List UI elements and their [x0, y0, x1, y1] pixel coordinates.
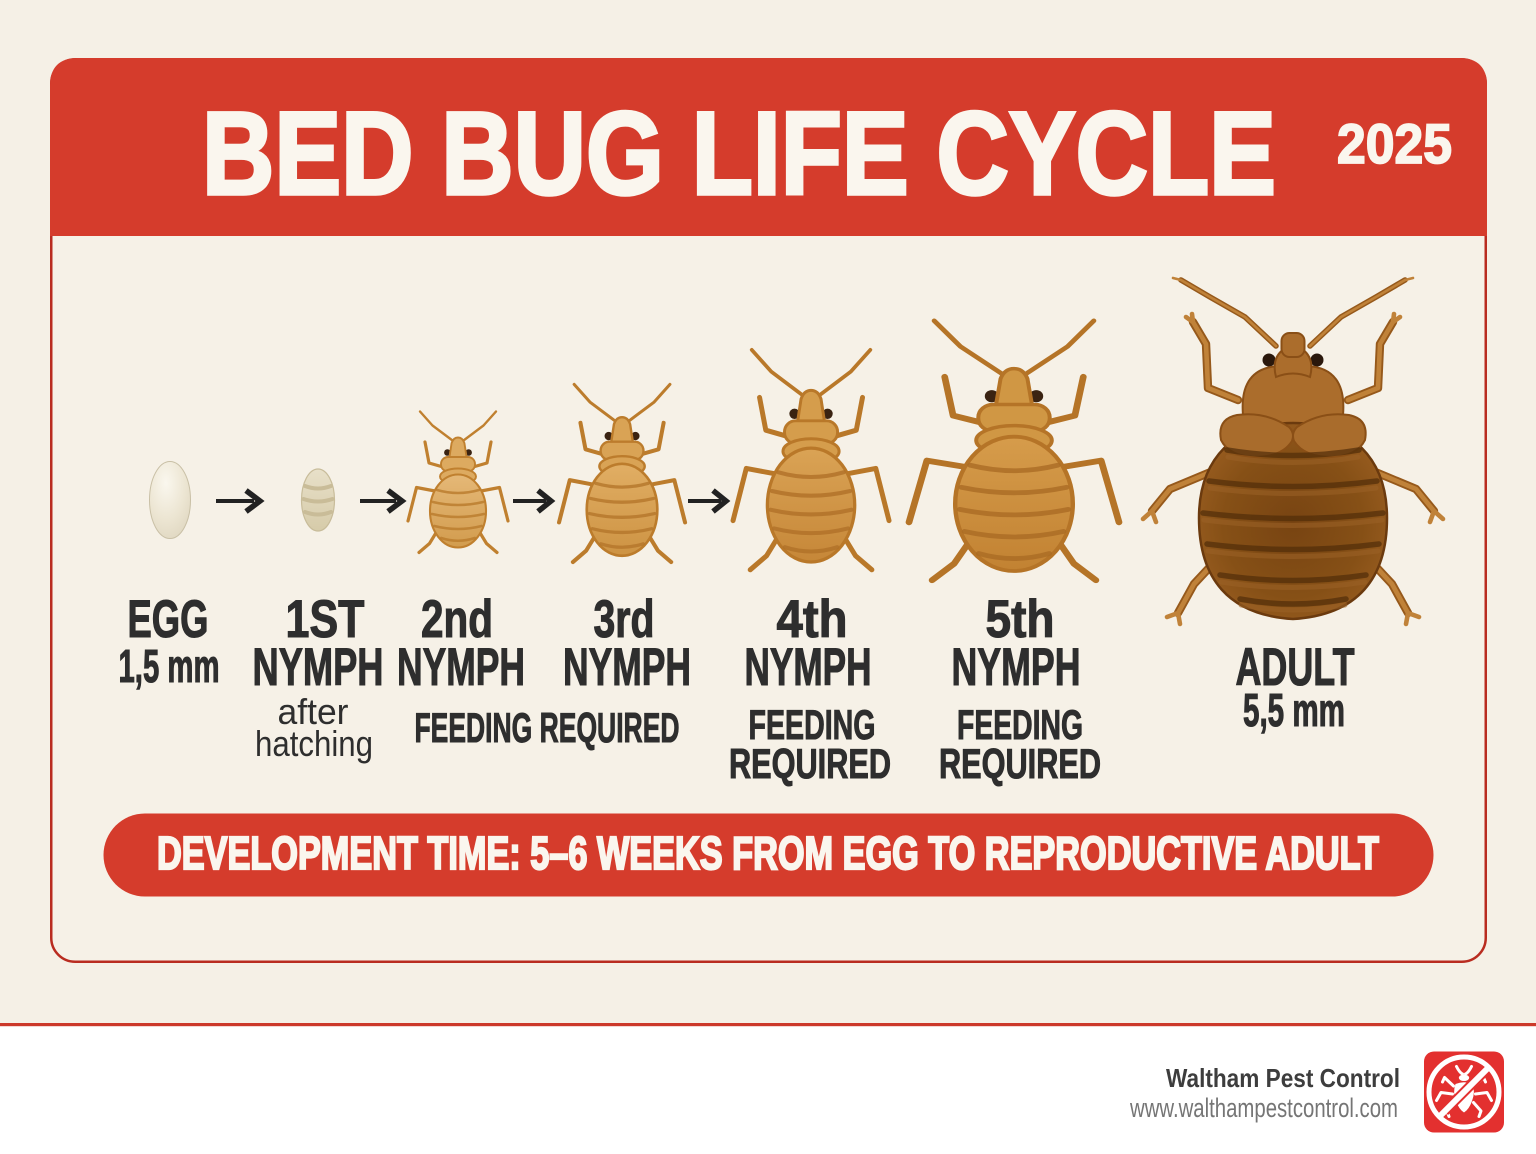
svg-text:NYMPH: NYMPH	[952, 638, 1081, 697]
svg-text:5th: 5th	[986, 590, 1055, 649]
svg-text:EGG: EGG	[128, 590, 209, 649]
svg-text:5,5 mm: 5,5 mm	[1243, 684, 1345, 736]
svg-text:NYMPH: NYMPH	[563, 638, 691, 697]
svg-text:2025: 2025	[1337, 112, 1452, 175]
svg-text:3rd: 3rd	[594, 590, 655, 649]
svg-text:FEEDING REQUIRED: FEEDING REQUIRED	[415, 704, 680, 751]
svg-text:www.walthampestcontrol.com: www.walthampestcontrol.com	[1129, 1093, 1398, 1123]
svg-text:ADULT: ADULT	[1236, 638, 1355, 697]
svg-text:NYMPH: NYMPH	[397, 638, 525, 697]
svg-text:REQUIRED: REQUIRED	[729, 740, 891, 787]
svg-text:4th: 4th	[777, 590, 848, 649]
svg-text:2nd: 2nd	[421, 590, 493, 649]
svg-text:FEEDING: FEEDING	[957, 701, 1083, 748]
svg-text:1ST: 1ST	[286, 590, 365, 649]
svg-text:NYMPH: NYMPH	[253, 638, 384, 697]
svg-text:hatching: hatching	[255, 723, 373, 764]
svg-text:Waltham Pest Control: Waltham Pest Control	[1166, 1063, 1400, 1093]
svg-text:DEVELOPMENT TIME: 5–6 WEEKS FR: DEVELOPMENT TIME: 5–6 WEEKS FROM EGG TO …	[157, 827, 1379, 879]
svg-text:1,5 mm: 1,5 mm	[119, 640, 220, 692]
svg-text:REQUIRED: REQUIRED	[939, 740, 1101, 787]
svg-text:FEEDING: FEEDING	[749, 701, 876, 748]
svg-text:after: after	[278, 691, 349, 732]
svg-text:BED BUG LIFE CYCLE: BED BUG LIFE CYCLE	[202, 88, 1276, 220]
svg-text:NYMPH: NYMPH	[745, 638, 872, 697]
